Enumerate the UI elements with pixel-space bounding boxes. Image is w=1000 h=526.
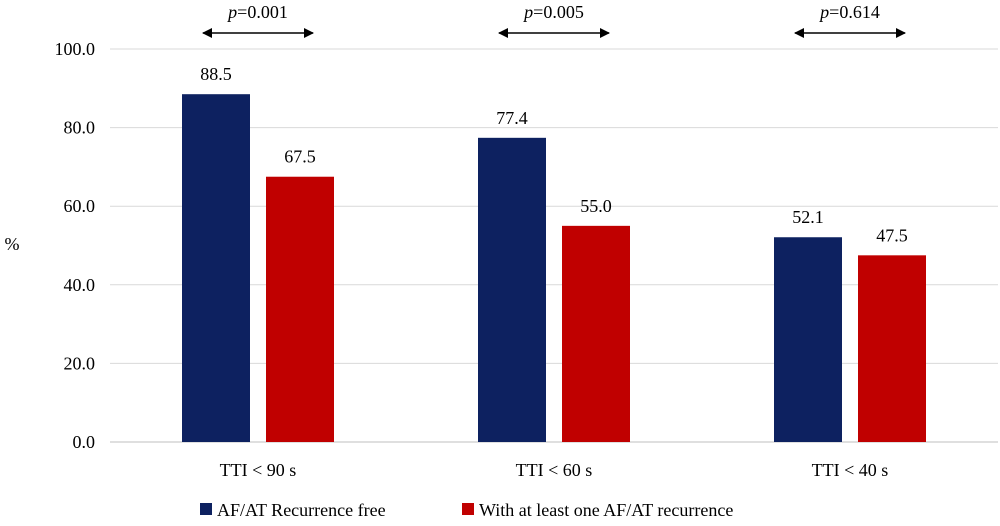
legend-swatch — [462, 503, 474, 515]
x-axis-categories: TTI < 90 s TTI < 60 s TTI < 40 s — [220, 460, 889, 480]
x-category-label: TTI < 40 s — [812, 460, 889, 480]
y-tick-label: 100.0 — [55, 39, 96, 59]
data-label: 77.4 — [496, 108, 528, 128]
x-category-label: TTI < 90 s — [220, 460, 297, 480]
data-label: 47.5 — [876, 225, 908, 245]
data-label: 67.5 — [284, 147, 316, 167]
x-category-label: TTI < 60 s — [516, 460, 593, 480]
bar — [562, 225, 630, 442]
legend-label: AF/AT Recurrence free — [217, 500, 386, 520]
data-labels: 88.5 67.5 77.4 55.0 52.1 47.5 — [200, 64, 908, 245]
y-tick-label: 0.0 — [73, 432, 96, 452]
bars — [182, 94, 926, 442]
p-value: =0.001 — [237, 2, 288, 22]
y-axis-label: % — [5, 234, 20, 254]
p-value-label: p=0.001 — [226, 2, 288, 22]
bar — [774, 237, 842, 442]
legend-label: With at least one AF/AT recurrence — [479, 500, 733, 520]
bar — [478, 137, 546, 442]
y-tick-label: 80.0 — [64, 118, 96, 138]
p-symbol: p — [226, 2, 237, 22]
legend: AF/AT Recurrence free With at least one A… — [200, 500, 733, 520]
bar — [858, 255, 926, 442]
bar — [266, 176, 334, 442]
p-symbol: p — [818, 2, 829, 22]
p-value: =0.614 — [829, 2, 880, 22]
y-tick-label: 20.0 — [64, 353, 96, 373]
p-value-label: p=0.005 — [522, 2, 584, 22]
legend-swatch — [200, 503, 212, 515]
y-tick-label: 40.0 — [64, 275, 96, 295]
gridlines — [110, 48, 998, 443]
y-tick-label: 60.0 — [64, 196, 96, 216]
y-axis-ticks: 0.0 20.0 40.0 60.0 80.0 100.0 — [55, 39, 96, 452]
data-label: 55.0 — [580, 196, 612, 216]
p-value: =0.005 — [533, 2, 584, 22]
data-label: 88.5 — [200, 64, 232, 84]
bar — [182, 94, 250, 442]
p-symbol: p — [522, 2, 533, 22]
data-label: 52.1 — [792, 207, 824, 227]
p-value-annotations: p=0.001 p=0.005 p=0.614 — [202, 2, 906, 38]
p-value-label: p=0.614 — [818, 2, 880, 22]
